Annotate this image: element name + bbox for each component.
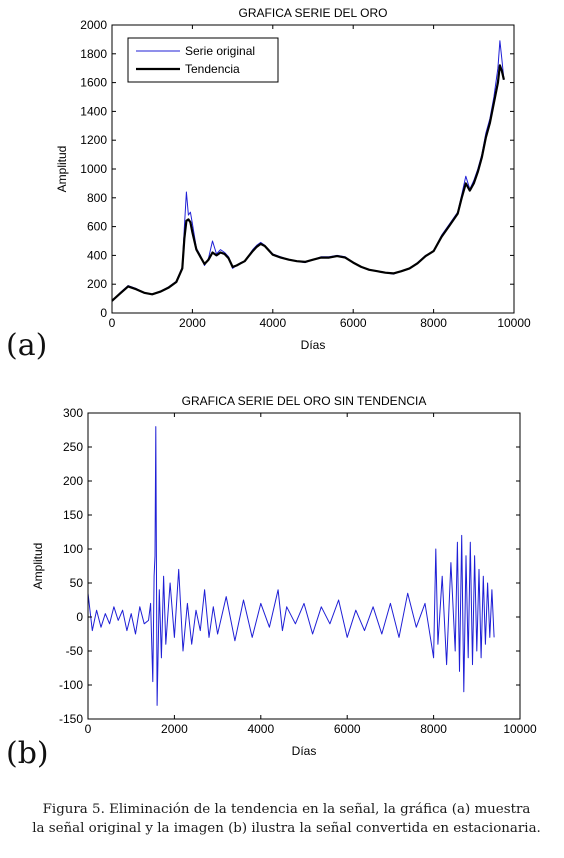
caption-line-2: la señal original y la imagen (b) ilustr… [32, 821, 541, 836]
x-tick-label: 6000 [334, 722, 361, 736]
chart-title: GRAFICA SERIE DEL ORO SIN TENDENCIA [182, 394, 427, 408]
y-tick-label: 1200 [80, 133, 107, 147]
chart-b: 0 2000 4000 6000 8000 10000 -150 -100 -50 0 50 100 1… [31, 394, 537, 758]
x-tick-label: 2000 [161, 722, 188, 736]
y-tick-label: 0 [100, 306, 107, 320]
y-tick-label: 50 [70, 576, 84, 590]
x-axis-label: Días [301, 338, 326, 352]
series-line-detrended [87, 426, 495, 706]
series-line-tendencia [111, 64, 505, 302]
y-tick-label: 600 [87, 220, 107, 234]
y-tick-label: 100 [63, 542, 83, 556]
panel-label-a: (a) [6, 328, 48, 363]
y-tick-label: -100 [59, 678, 83, 692]
y-tick-label: 2000 [80, 18, 107, 32]
y-tick-label: -50 [66, 644, 84, 658]
x-axis-label: Días [292, 744, 317, 758]
panel-label-b: (b) [6, 736, 49, 771]
y-tick-label: 250 [63, 440, 83, 454]
y-tick-label: 800 [87, 191, 107, 205]
plot-frame [87, 412, 521, 720]
legend-label: Serie original [185, 44, 255, 58]
x-tick-label: 4000 [259, 316, 286, 330]
x-tick-label: 8000 [420, 316, 447, 330]
y-tick-label: 0 [76, 610, 83, 624]
figure-caption: Figura 5. Eliminación de la tendencia en… [14, 800, 559, 838]
x-tick-label: 2000 [179, 316, 206, 330]
y-axis-label: Amplitud [31, 543, 45, 590]
chart-a: 0 2000 4000 6000 8000 10000 0 200 400 600 800 1000 1… [55, 6, 531, 352]
x-tick-label: 10000 [497, 316, 531, 330]
y-tick-label: 1800 [80, 47, 107, 61]
y-tick-label: 1600 [80, 76, 107, 90]
y-tick-label: 400 [87, 248, 107, 262]
x-tick-label: 0 [85, 722, 92, 736]
y-tick-label: 200 [63, 474, 83, 488]
y-tick-label: 300 [63, 406, 83, 420]
x-tick-label: 0 [109, 316, 116, 330]
x-tick-label: 10000 [503, 722, 537, 736]
y-tick-label: 1000 [80, 162, 107, 176]
y-tick-label: -150 [59, 712, 83, 726]
y-tick-label: 1400 [80, 104, 107, 118]
caption-line-1: Figura 5. Eliminación de la tendencia en… [42, 802, 531, 817]
legend: Serie original Tendencia [127, 37, 279, 83]
legend-label: Tendencia [185, 62, 240, 76]
legend-box [127, 37, 279, 83]
x-tick-label: 6000 [340, 316, 367, 330]
x-tick-label: 4000 [247, 722, 274, 736]
x-tick-label: 8000 [420, 722, 447, 736]
y-tick-label: 150 [63, 508, 83, 522]
y-tick-label: 200 [87, 277, 107, 291]
chart-title: GRAFICA SERIE DEL ORO [239, 6, 388, 20]
charts-canvas: 0 2000 4000 6000 8000 10000020040060080010001… [31, 6, 537, 758]
y-axis-label: Amplitud [55, 146, 69, 193]
